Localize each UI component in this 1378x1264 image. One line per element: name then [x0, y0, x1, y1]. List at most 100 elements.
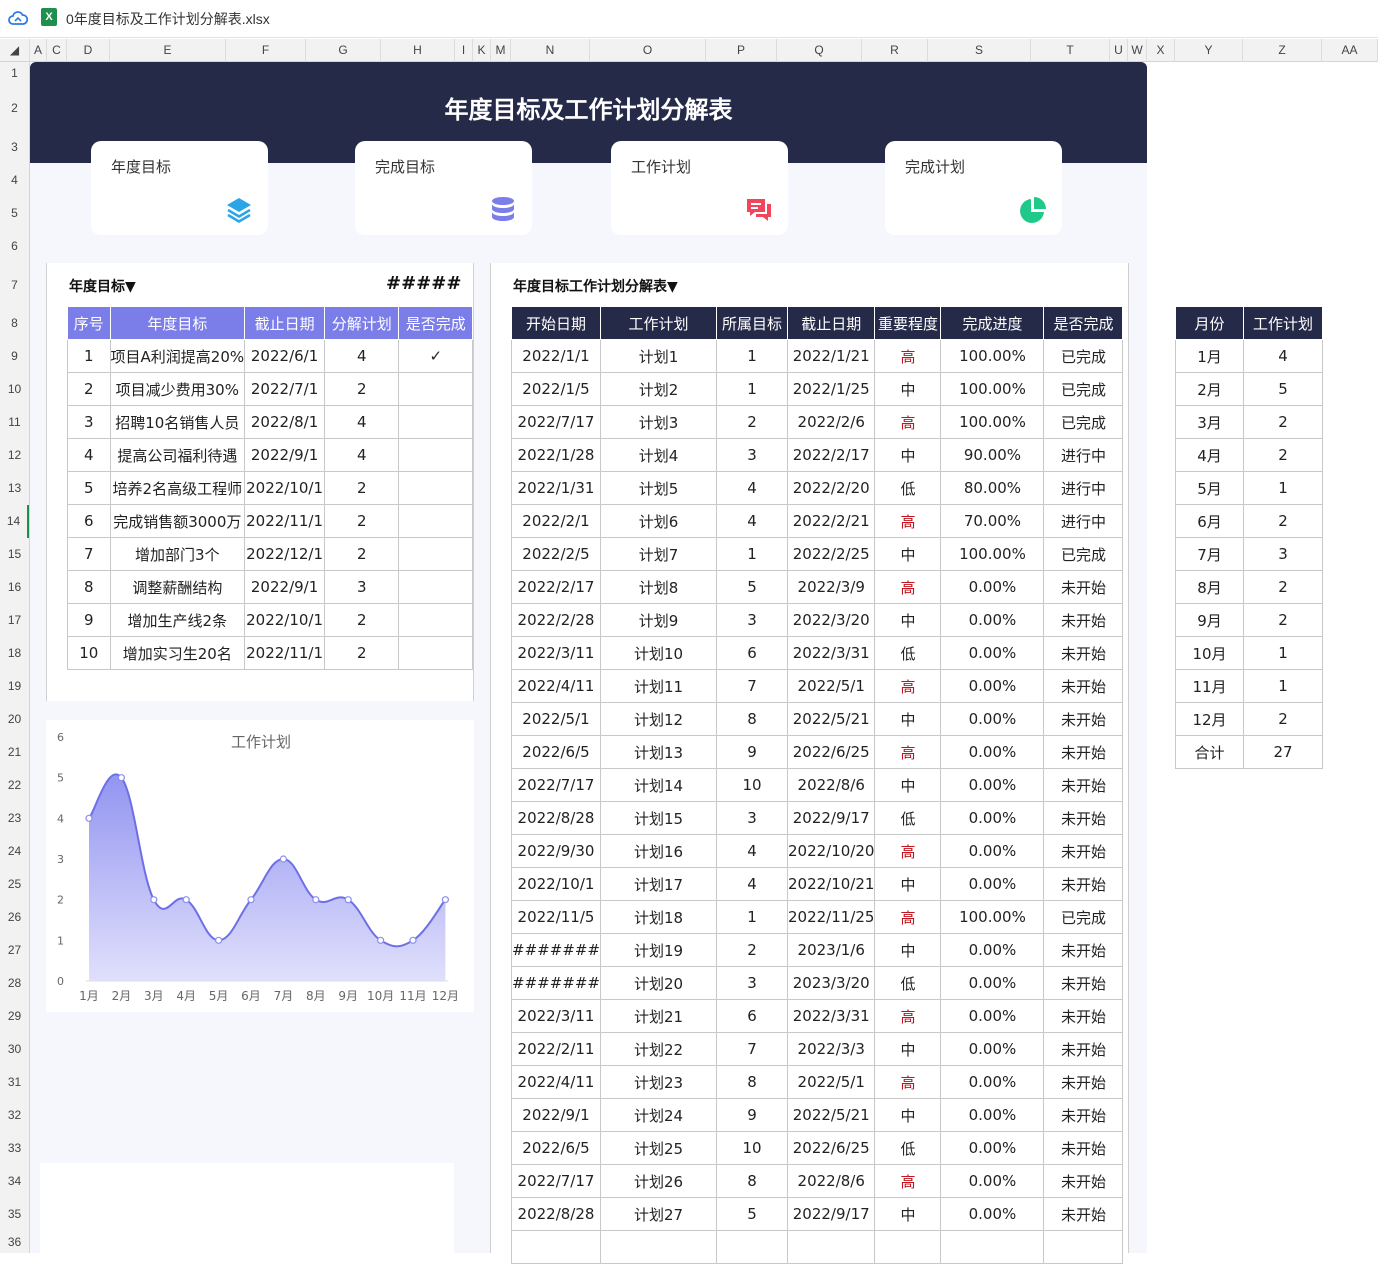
goals-cell[interactable]: 6: [67, 504, 111, 538]
plans-cell[interactable]: [940, 1230, 1045, 1264]
col-header[interactable]: T: [1031, 39, 1110, 62]
plans-cell[interactable]: 计划11: [599, 669, 717, 703]
goals-cell[interactable]: 增加部门3个: [109, 537, 246, 571]
row-header[interactable]: 1: [11, 66, 18, 80]
goals-cell[interactable]: [398, 537, 473, 571]
row-header[interactable]: 35: [7, 1207, 22, 1221]
plans-cell[interactable]: 3: [715, 603, 788, 637]
plans-cell[interactable]: 未开始: [1043, 966, 1124, 1000]
col-header[interactable]: N: [511, 39, 590, 62]
col-header[interactable]: R: [862, 39, 928, 62]
plans-cell[interactable]: 高: [874, 999, 942, 1033]
plans-cell[interactable]: 计划2: [599, 372, 717, 406]
plans-cell[interactable]: 2022/1/31: [511, 471, 601, 505]
col-header[interactable]: AA: [1322, 39, 1378, 62]
plans-cell[interactable]: 未开始: [1043, 1197, 1124, 1231]
row-header[interactable]: 7: [11, 278, 18, 292]
plans-cell[interactable]: 计划6: [599, 504, 717, 538]
plans-cell[interactable]: 10: [715, 768, 788, 802]
plans-cell[interactable]: 2022/5/21: [786, 1098, 876, 1132]
plans-cell[interactable]: 2: [715, 933, 788, 967]
card-annual-goal[interactable]: 年度目标: [91, 141, 268, 235]
plans-cell[interactable]: 2022/11/25: [786, 900, 876, 934]
monthly-cell[interactable]: 9月: [1175, 603, 1244, 637]
plans-cell[interactable]: 2022/9/17: [786, 801, 876, 835]
data-point[interactable]: [150, 896, 158, 904]
plans-cell[interactable]: 计划18: [599, 900, 717, 934]
plans-cell[interactable]: 2022/3/20: [786, 603, 876, 637]
plans-cell[interactable]: [874, 1230, 942, 1264]
plans-cell[interactable]: 90.00%: [940, 438, 1045, 472]
monthly-cell[interactable]: 8月: [1175, 570, 1244, 604]
plans-cell[interactable]: 中: [874, 1098, 942, 1132]
plans-cell[interactable]: 未开始: [1043, 603, 1124, 637]
plans-header[interactable]: 所属目标: [715, 306, 788, 340]
plans-cell[interactable]: 7: [715, 669, 788, 703]
plans-cell[interactable]: 2022/8/28: [511, 801, 601, 835]
goals-cell[interactable]: 3: [324, 570, 400, 604]
plans-cell[interactable]: 计划12: [599, 702, 717, 736]
data-point[interactable]: [409, 936, 417, 944]
plans-cell[interactable]: #######: [511, 966, 601, 1000]
row-header[interactable]: 15: [7, 547, 22, 561]
plans-cell[interactable]: 8: [715, 1164, 788, 1198]
plans-cell[interactable]: 2022/1/25: [786, 372, 876, 406]
plans-cell[interactable]: 6: [715, 999, 788, 1033]
plans-cell[interactable]: 80.00%: [940, 471, 1045, 505]
plans-header[interactable]: 工作计划: [599, 306, 717, 340]
plans-cell[interactable]: 2022/5/21: [786, 702, 876, 736]
row-header[interactable]: 3: [11, 140, 18, 154]
plans-cell[interactable]: 0.00%: [940, 636, 1045, 670]
plans-cell[interactable]: 高: [874, 1164, 942, 1198]
plans-cell[interactable]: [715, 1230, 788, 1264]
plans-cell[interactable]: 0.00%: [940, 933, 1045, 967]
goals-cell[interactable]: 2: [324, 603, 400, 637]
plans-cell[interactable]: 1: [715, 537, 788, 571]
plans-cell[interactable]: 未开始: [1043, 1131, 1124, 1165]
plans-cell[interactable]: 0.00%: [940, 570, 1045, 604]
monthly-cell[interactable]: 2: [1243, 702, 1323, 736]
monthly-cell[interactable]: 6月: [1175, 504, 1244, 538]
row-header[interactable]: 25: [7, 877, 22, 891]
goals-cell[interactable]: 2: [324, 372, 400, 406]
plans-cell[interactable]: 2022/8/28: [511, 1197, 601, 1231]
plans-cell[interactable]: 4: [715, 471, 788, 505]
plans-cell[interactable]: 进行中: [1043, 471, 1124, 505]
plans-cell[interactable]: 0.00%: [940, 966, 1045, 1000]
data-point[interactable]: [117, 774, 126, 782]
plans-cell[interactable]: 未开始: [1043, 768, 1124, 802]
monthly-cell[interactable]: 11月: [1175, 669, 1244, 703]
goals-cell[interactable]: 3: [67, 405, 111, 439]
goals-cell[interactable]: [398, 372, 473, 406]
monthly-cell[interactable]: 2: [1243, 570, 1323, 604]
plans-cell[interactable]: #######: [511, 933, 601, 967]
monthly-cell[interactable]: 5月: [1175, 471, 1244, 505]
goals-cell[interactable]: 招聘10名销售人员: [109, 405, 246, 439]
data-point[interactable]: [441, 896, 449, 904]
goals-cell[interactable]: 2: [324, 471, 400, 505]
col-header[interactable]: P: [706, 39, 777, 62]
plans-cell[interactable]: 4: [715, 834, 788, 868]
goals-cell[interactable]: 4: [324, 438, 400, 472]
plans-cell[interactable]: 8: [715, 1065, 788, 1099]
row-header[interactable]: 12: [7, 448, 22, 462]
plans-cell[interactable]: 高: [874, 405, 942, 439]
plans-cell[interactable]: 未开始: [1043, 735, 1124, 769]
plans-cell[interactable]: 中: [874, 867, 942, 901]
row-header[interactable]: 10: [7, 382, 22, 396]
plans-cell[interactable]: 高: [874, 570, 942, 604]
plans-cell[interactable]: 未开始: [1043, 1098, 1124, 1132]
plans-cell[interactable]: 0.00%: [940, 1164, 1045, 1198]
plans-cell[interactable]: 2022/4/11: [511, 1065, 601, 1099]
plans-cell[interactable]: 4: [715, 504, 788, 538]
plans-cell[interactable]: 6: [715, 636, 788, 670]
plans-cell[interactable]: 2022/5/1: [786, 669, 876, 703]
row-header[interactable]: 17: [7, 613, 22, 627]
plans-cell[interactable]: 未开始: [1043, 999, 1124, 1033]
monthly-cell[interactable]: 合计: [1175, 735, 1244, 769]
row-header[interactable]: 29: [7, 1009, 22, 1023]
monthly-header[interactable]: 月份: [1175, 306, 1244, 340]
row-header[interactable]: 13: [7, 481, 22, 495]
plans-cell[interactable]: 中: [874, 768, 942, 802]
plans-cell[interactable]: 4: [715, 867, 788, 901]
